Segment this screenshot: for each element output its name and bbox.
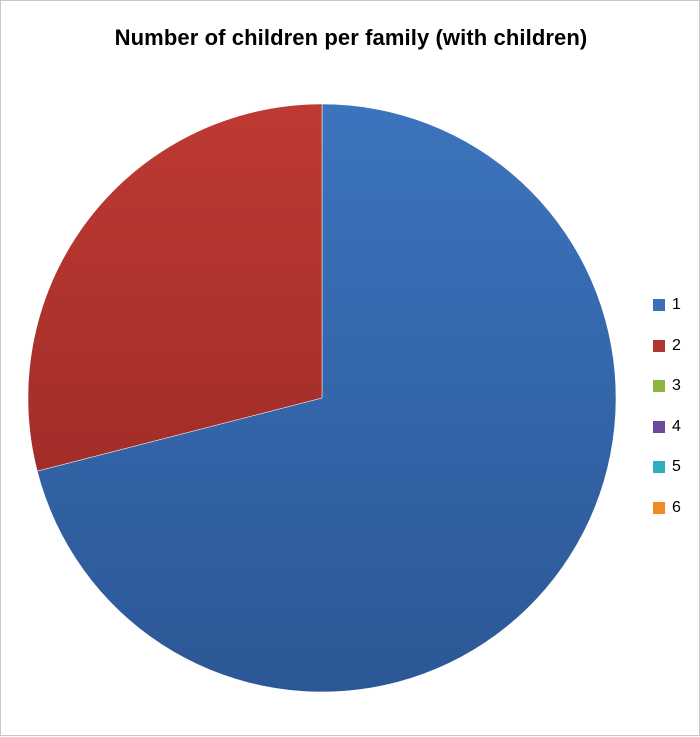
legend-item-1: 1 xyxy=(653,285,699,326)
legend-swatch-4 xyxy=(653,420,665,433)
legend-label-4: 4 xyxy=(672,417,681,435)
legend-item-4: 4 xyxy=(653,407,699,448)
legend-swatch-1 xyxy=(653,299,665,312)
legend-label-3: 3 xyxy=(672,377,681,395)
chart-title: Number of children per family (with chil… xyxy=(114,25,588,50)
legend-item-5: 5 xyxy=(653,447,699,488)
pie-slice-1 xyxy=(36,103,617,693)
legend-swatch-5 xyxy=(653,461,665,474)
chart-legend: 1 2 3 4 5 6 xyxy=(653,285,699,528)
legend-item-2: 2 xyxy=(653,326,699,367)
legend-label-5: 5 xyxy=(672,458,681,476)
legend-label-2: 2 xyxy=(672,336,681,354)
legend-item-6: 6 xyxy=(653,488,699,529)
legend-item-3: 3 xyxy=(653,366,699,407)
legend-swatch-3 xyxy=(653,380,665,393)
legend-label-6: 6 xyxy=(672,498,681,516)
pie-slice-2 xyxy=(27,103,323,472)
legend-swatch-2 xyxy=(653,339,665,352)
legend-swatch-6 xyxy=(653,501,665,514)
legend-label-1: 1 xyxy=(672,296,681,314)
